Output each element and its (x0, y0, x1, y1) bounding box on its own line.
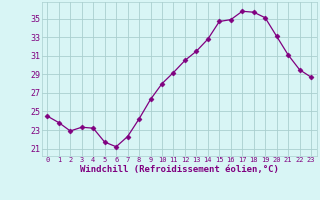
X-axis label: Windchill (Refroidissement éolien,°C): Windchill (Refroidissement éolien,°C) (80, 165, 279, 174)
